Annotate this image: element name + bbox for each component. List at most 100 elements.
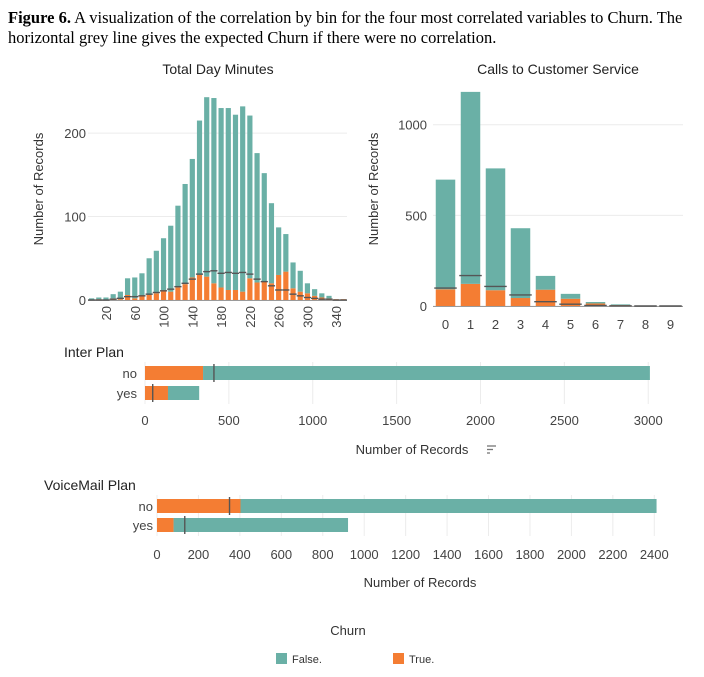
bar-true [189, 277, 195, 300]
bar-false [326, 295, 332, 299]
bar-true [157, 518, 174, 532]
bar-true [157, 499, 241, 513]
y-tick-labels: 0 100 200 [64, 126, 86, 308]
bars [145, 366, 650, 400]
bar-false [218, 108, 224, 288]
x-tick-labels: 20 60 100 140 180 220 260 300 340 [99, 306, 344, 328]
bar-true [145, 386, 168, 400]
bar-false [182, 183, 188, 285]
y-tick-label: 1000 [398, 118, 427, 133]
chart-title: VoiceMail Plan [44, 477, 136, 493]
chart-title: Total Day Minutes [162, 61, 273, 77]
x-tick-label: 1 [467, 317, 474, 332]
category-label: yes [133, 518, 154, 533]
bar-false [261, 173, 267, 282]
x-tick-label: 20 [99, 306, 114, 320]
x-tick-label: 180 [214, 306, 229, 328]
bar-false [160, 238, 167, 290]
bars [435, 91, 681, 306]
chart-calls-to-customer-service: Calls to Customer Service Number of Reco… [366, 61, 683, 332]
bar-false [175, 205, 181, 288]
category-label: yes [117, 386, 138, 401]
y-axis-label: Number of Records [31, 132, 46, 245]
bar-false [610, 304, 631, 306]
bar-true [168, 291, 174, 300]
bar-true [117, 299, 123, 300]
x-tick-label: 3000 [634, 413, 663, 428]
x-tick-label: 1200 [391, 547, 420, 562]
x-tick-label: 60 [128, 306, 143, 320]
bar-true [460, 283, 481, 306]
bar-false [167, 386, 200, 400]
x-tick-label: 1000 [298, 413, 327, 428]
chart-voicemail-plan: VoiceMail Plan no yes 0 200 400 600 800 1000 12… [44, 477, 669, 590]
y-axis-label: Number of Records [366, 132, 381, 245]
x-axis-label: Number of Records [364, 575, 477, 590]
x-tick-label: 2000 [466, 413, 495, 428]
x-tick-label: 2000 [557, 547, 586, 562]
caption-text: A visualization of the correlation by bi… [8, 8, 683, 47]
y-tick-label: 0 [420, 299, 427, 314]
y-tick-label: 0 [79, 293, 86, 308]
x-tick-label: 6 [592, 317, 599, 332]
expected-lines [152, 364, 215, 402]
expected-lines [184, 497, 231, 534]
bar-false [132, 277, 138, 299]
bar-true [139, 294, 145, 300]
bar-false [232, 114, 239, 290]
x-tick-label: 2500 [550, 413, 579, 428]
bar-false [240, 106, 246, 292]
x-tick-label: 0 [153, 547, 160, 562]
bar-false [304, 283, 311, 294]
bar-false [139, 273, 145, 295]
bar-false [196, 120, 203, 275]
legend-swatch-true [393, 653, 404, 664]
x-tick-label: 140 [185, 306, 200, 328]
bar-false [254, 153, 260, 283]
sort-icon[interactable] [487, 445, 496, 454]
y-tick-labels: 0 500 1000 [398, 118, 427, 314]
x-tick-label: 9 [667, 317, 674, 332]
bar-false [240, 499, 657, 513]
x-tick-label: 1000 [350, 547, 379, 562]
x-tick-label: 1400 [433, 547, 462, 562]
y-tick-label: 100 [64, 210, 86, 225]
x-tick-label: 7 [617, 317, 624, 332]
bar-true [276, 274, 282, 300]
bar-true [196, 274, 203, 300]
bar-true [160, 289, 167, 300]
bar-false [146, 258, 152, 295]
bar-true [175, 287, 181, 300]
x-tick-label: 3 [517, 317, 524, 332]
bar-false [435, 179, 456, 290]
bar-false [283, 234, 289, 272]
bar-true [124, 294, 131, 300]
legend-swatch-false [276, 653, 287, 664]
x-tick-label: 1600 [474, 547, 503, 562]
legend-item-true[interactable]: True. [393, 653, 434, 666]
bar-true [585, 303, 606, 306]
x-tick-label: 340 [329, 306, 344, 328]
chart-title: Inter Plan [64, 344, 124, 360]
bar-false [189, 158, 195, 278]
legend-item-false[interactable]: False. [276, 653, 322, 666]
x-tick-label: 500 [218, 413, 240, 428]
x-tick-label: 260 [272, 306, 287, 328]
bar-false [211, 98, 217, 284]
bar-false [173, 518, 349, 532]
bar-true [204, 276, 210, 300]
bar-false [268, 203, 275, 284]
bar-true [304, 293, 311, 300]
legend-label-false: False. [292, 654, 322, 666]
bar-false [312, 289, 318, 296]
bar-false [319, 293, 325, 298]
x-axis-label: Number of Records [356, 442, 469, 457]
bar-false [153, 250, 159, 294]
x-tick-label: 2400 [640, 547, 669, 562]
bar-false [290, 262, 296, 289]
legend-label-true: True. [409, 654, 434, 666]
bars [89, 97, 346, 300]
bar-false [535, 275, 556, 290]
bar-true [218, 287, 224, 300]
